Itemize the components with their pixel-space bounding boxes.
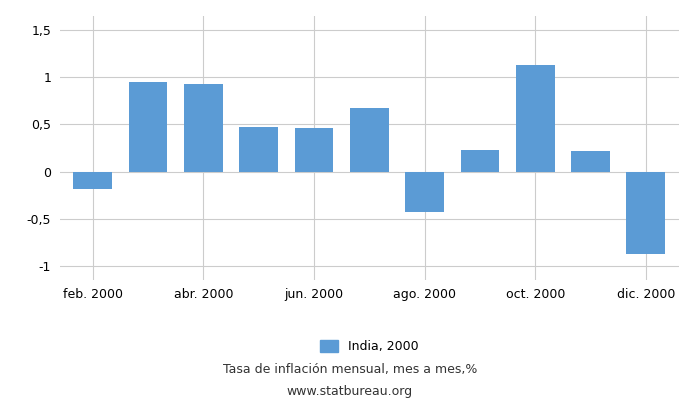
Bar	[405, 172, 444, 212]
Bar	[129, 82, 167, 172]
Bar	[626, 172, 665, 254]
Text: Tasa de inflación mensual, mes a mes,%: Tasa de inflación mensual, mes a mes,%	[223, 364, 477, 376]
Bar	[295, 128, 333, 172]
Bar	[516, 65, 554, 172]
Legend: India, 2000: India, 2000	[314, 335, 424, 358]
Text: www.statbureau.org: www.statbureau.org	[287, 385, 413, 398]
Bar	[461, 150, 499, 172]
Bar	[350, 108, 389, 172]
Bar	[571, 151, 610, 172]
Bar	[239, 127, 278, 172]
Bar	[184, 84, 223, 172]
Bar	[74, 172, 112, 188]
